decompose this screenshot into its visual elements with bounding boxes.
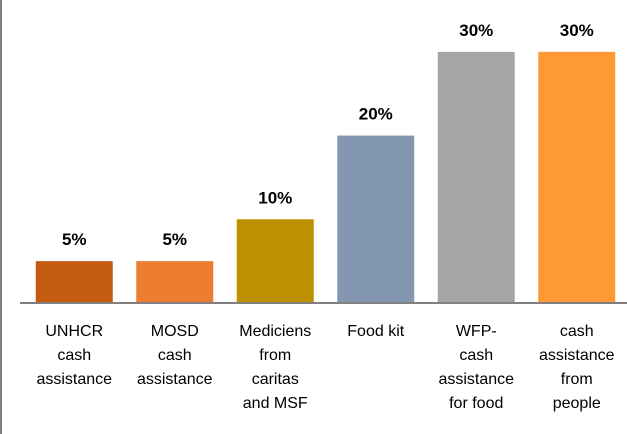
x-tick-label: UNHCR cash assistance (36, 323, 113, 388)
data-label: 30% (560, 21, 594, 40)
x-tick-label: cash assistance from people (538, 323, 615, 412)
data-label: 30% (459, 21, 493, 40)
data-label: 5% (162, 230, 187, 249)
x-tick-label: Food kit (347, 323, 405, 340)
x-tick-label: MOSD cash assistance (136, 323, 213, 388)
bar (538, 51, 616, 303)
data-label: 10% (258, 188, 292, 207)
data-label: 20% (359, 105, 393, 124)
x-tick-label: Mediciens from caritas and MSF (239, 323, 312, 412)
bar (35, 261, 113, 303)
bar (337, 135, 415, 303)
bar (437, 51, 515, 303)
bar (136, 261, 214, 303)
x-tick-label: WFP- cash assistance for food (438, 323, 515, 412)
bar (236, 219, 314, 303)
data-label: 5% (62, 230, 87, 249)
